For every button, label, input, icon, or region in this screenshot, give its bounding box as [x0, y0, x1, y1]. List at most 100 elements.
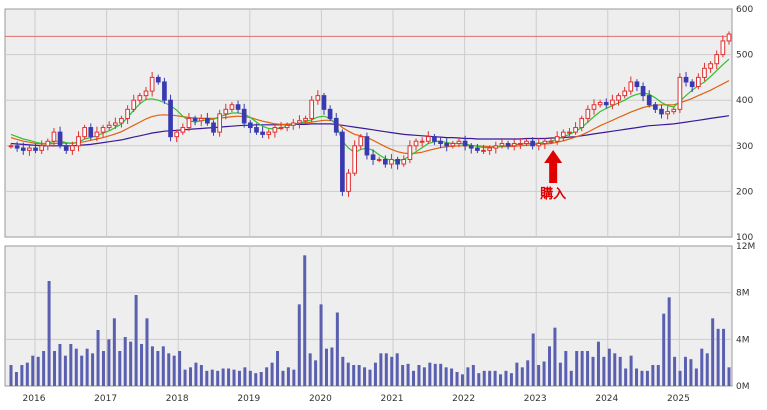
volume-bar [694, 368, 698, 386]
volume-bar [526, 360, 530, 386]
volume-bar [248, 370, 252, 386]
candle-down [254, 127, 259, 133]
volume-bar [596, 341, 600, 386]
volume-bar [243, 367, 247, 386]
volume-bar [613, 353, 617, 386]
candle-down [468, 145, 474, 149]
candle-up [419, 140, 425, 143]
volume-bar [58, 344, 62, 386]
volume-bar [101, 351, 105, 386]
candle-down [162, 81, 167, 101]
candle-down [155, 76, 161, 83]
candle-up [542, 140, 548, 145]
candle-up [186, 117, 192, 129]
volume-bar [69, 344, 73, 386]
candle-down [683, 76, 689, 83]
volume-bar [455, 372, 459, 386]
candle-up [708, 63, 713, 69]
candle-up [456, 140, 462, 145]
candle-down [370, 154, 376, 160]
volume-bar [531, 333, 535, 386]
candle-down [205, 117, 210, 124]
volume-bar [450, 368, 454, 386]
candle-up [720, 40, 726, 56]
candle-up [579, 117, 585, 129]
candle-up [198, 117, 204, 122]
volume-bar [493, 370, 497, 386]
candle-down [241, 108, 247, 124]
candle-down [33, 147, 38, 151]
volume-bar [499, 374, 503, 386]
volume-bar [471, 365, 475, 386]
volume-bar [314, 360, 318, 386]
candlesticks [8, 31, 732, 197]
candle-down [14, 145, 20, 149]
volume-bar [53, 351, 57, 386]
price-y-tick-label: 600 [736, 5, 753, 15]
volume-bar [580, 351, 584, 386]
volume-bar [624, 368, 628, 386]
volume-bar [42, 351, 46, 386]
price-plot-area [4, 8, 733, 238]
volume-bar [607, 348, 611, 386]
volume-bar [477, 373, 481, 386]
candle-up [143, 90, 149, 97]
volume-bar [390, 356, 394, 386]
candle-up [493, 145, 499, 149]
volume-bar [140, 344, 144, 386]
volume-y-tick-label: 4M [736, 335, 750, 345]
candle-up [450, 143, 456, 147]
volume-bar [602, 356, 606, 386]
candle-up [695, 76, 701, 88]
candle-up [174, 131, 180, 138]
volume-bar [656, 365, 660, 386]
x-tick-label: 2019 [237, 394, 260, 404]
candle-down [247, 122, 253, 129]
candle-up [376, 158, 382, 161]
candle-up [628, 81, 634, 92]
volume-bar [618, 356, 622, 386]
volume-bar [352, 365, 356, 386]
candle-up [284, 124, 290, 129]
candle-down [340, 131, 345, 192]
sma-long-line [10, 115, 730, 147]
candle-down [395, 158, 400, 165]
volume-bar [210, 369, 214, 386]
volume-bar [640, 370, 644, 386]
volume-bar [216, 370, 220, 386]
price-grid [5, 9, 732, 237]
volume-bar [112, 318, 116, 386]
candle-down [603, 101, 609, 106]
volume-bar [286, 367, 290, 386]
candle-down [88, 127, 94, 138]
candle-up [180, 127, 186, 133]
candle-up [573, 127, 578, 133]
volume-bar [466, 367, 470, 386]
candle-up [106, 124, 112, 129]
candle-down [659, 108, 664, 115]
candle-up [481, 149, 486, 152]
volume-bar [194, 362, 198, 386]
volume-y-axis: 0M 4M 8M 12M [736, 242, 755, 392]
volume-bar [232, 369, 236, 386]
candle-down [327, 108, 333, 119]
candle-up [112, 122, 118, 126]
candle-up [413, 140, 419, 147]
volume-bar [569, 370, 573, 386]
candle-up [610, 99, 615, 106]
candle-up [297, 120, 302, 124]
volume-y-tick-label: 8M [736, 289, 750, 299]
volume-bar [80, 355, 84, 386]
price-y-tick-label: 100 [736, 233, 753, 243]
candle-up [554, 136, 560, 142]
volume-bar [172, 355, 176, 386]
candle-down [653, 104, 658, 110]
candle-up [487, 147, 493, 151]
price-panel: 100 200 300 400 500 600 購入 [4, 5, 753, 243]
volume-bar [667, 297, 671, 386]
x-tick-label: 2020 [309, 394, 332, 404]
volume-bar [74, 348, 78, 386]
volume-bar [689, 359, 693, 386]
volume-bar [330, 347, 334, 386]
buy-label: 購入 [539, 186, 566, 202]
